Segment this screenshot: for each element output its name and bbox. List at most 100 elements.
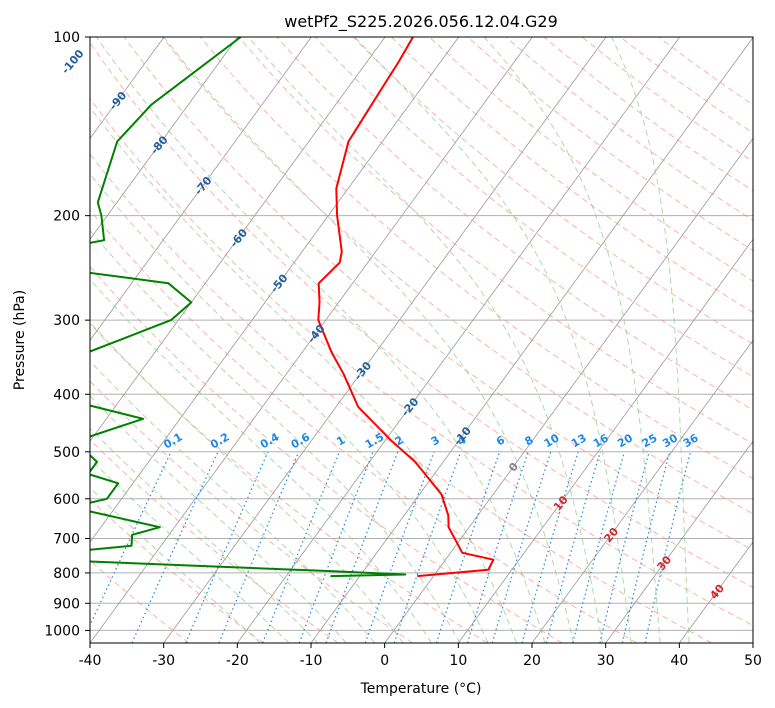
dry-adiabat-line <box>238 37 753 445</box>
dry-adiabat-line <box>90 438 339 643</box>
moist-adiabat-line <box>247 37 603 643</box>
x-tick-label: 50 <box>744 653 762 669</box>
moist-adiabat-line <box>90 278 432 643</box>
isotherm-label: 10 <box>551 493 571 513</box>
moist-adiabat-line <box>95 37 546 643</box>
x-tick-label: 20 <box>523 653 541 669</box>
x-tick-label: 40 <box>670 653 688 669</box>
mixing-ratio-line <box>491 451 552 643</box>
isotherm-line <box>458 238 753 643</box>
mixing-ratio-label: 8 <box>522 433 535 448</box>
mixing-ratio-line <box>131 451 219 643</box>
mixing-ratio-label: 16 <box>591 431 611 450</box>
dry-adiabat-line <box>314 37 753 378</box>
dry-adiabat-line <box>276 37 753 411</box>
mixing-ratio-line <box>572 451 626 643</box>
y-tick-label: 700 <box>53 532 80 548</box>
dry-adiabat-line <box>161 37 753 515</box>
moist-adiabat-line <box>483 37 661 643</box>
tick-layer: -40 -30 -20 -10 0 10 20 30 40 5010020030040050060… <box>44 30 762 669</box>
isotherm-line <box>90 37 239 241</box>
moist-adiabat-line <box>163 37 575 643</box>
dry-adiabat-line <box>90 559 190 643</box>
x-tick-label: 0 <box>380 653 389 669</box>
mixing-ratio-line <box>521 451 579 643</box>
isotherm-label: 0 <box>506 460 521 474</box>
dry-adiabat-line <box>90 498 264 643</box>
dry-adiabat-line <box>505 37 753 221</box>
isotherm-label: 40 <box>707 582 727 602</box>
mixing-ratio-line <box>185 451 269 643</box>
series-layer <box>90 37 495 578</box>
y-axis-label: Pressure (hPa) <box>12 290 28 390</box>
mixing-ratio-label: 0.6 <box>289 430 313 451</box>
mixing-ratio-label: 6 <box>494 433 507 448</box>
moist-adiabat-line <box>90 487 261 643</box>
isotherm-line <box>237 37 681 643</box>
dry-adiabat-line <box>90 265 563 643</box>
mixing-ratio-label: 0.1 <box>161 430 184 451</box>
isotherm-line <box>752 642 753 643</box>
y-tick-label: 400 <box>53 387 80 403</box>
y-tick-label: 300 <box>53 313 80 329</box>
dry-adiabat-line <box>619 37 753 134</box>
moist-adiabat-line <box>354 37 632 643</box>
mixing-ratio-line <box>262 451 340 643</box>
x-tick-label: -40 <box>79 653 102 669</box>
y-tick-label: 200 <box>53 209 80 225</box>
x-tick-label: 10 <box>449 653 467 669</box>
mixing-ratio-label: 2 <box>393 433 406 448</box>
dry-adiabat-line <box>90 322 488 643</box>
moist-adiabat-line <box>90 173 489 643</box>
temperature-line <box>317 37 495 578</box>
mixing-ratio-line <box>599 451 650 643</box>
dry-adiabat-line <box>352 37 753 345</box>
mixing-ratio-label: 1.5 <box>363 430 386 451</box>
moist-adiabat-line <box>90 229 461 643</box>
mixing-ratio-label: 1 <box>334 433 347 448</box>
moist-adiabat-line <box>90 321 404 643</box>
dry-adiabat-line <box>90 209 638 643</box>
isotherm-label: -100 <box>59 47 87 77</box>
plot-frame <box>89 36 754 644</box>
mixing-ratio-label: 36 <box>681 431 701 450</box>
mixing-ratio-label: 0.4 <box>258 430 282 451</box>
dry-adiabat-line <box>90 41 753 588</box>
mixing-ratio-label: 30 <box>660 431 680 450</box>
dry-adiabat-line <box>429 37 753 282</box>
y-tick-label: 100 <box>53 30 80 46</box>
isotherm-line <box>90 37 386 442</box>
isotherm-label: -10 <box>451 424 474 448</box>
mixing-ratio-line <box>90 451 172 627</box>
dry-adiabat-line <box>90 380 414 643</box>
mixing-ratio-label: 0.2 <box>208 430 231 451</box>
isotherm-label: -50 <box>268 272 291 296</box>
isotherm-label: -80 <box>148 133 171 157</box>
moist-adiabat-line <box>611 37 690 643</box>
isotherm-line <box>605 440 753 643</box>
isotherm-label: -90 <box>107 89 130 113</box>
x-axis-label: Temperature (°C) <box>360 681 482 697</box>
chart-title: wetPf2_S225.2026.056.12.04.G29 <box>284 12 558 32</box>
mixing-ratio-label: 25 <box>640 431 660 450</box>
mixing-ratio-label: 13 <box>569 431 589 450</box>
x-tick-label: -10 <box>300 653 323 669</box>
dry-adiabat-line <box>90 153 712 643</box>
moist-adiabat-line <box>90 458 290 643</box>
mixing-ratio-line <box>298 451 374 643</box>
isotherm-line <box>531 339 753 643</box>
dry-adiabat-line <box>467 37 753 252</box>
isotherm-line <box>163 37 607 643</box>
background-lines <box>90 37 753 643</box>
y-tick-label: 900 <box>53 596 80 612</box>
isotherm-label: -60 <box>227 226 250 250</box>
isotherm-line <box>90 37 460 543</box>
dry-adiabat-line <box>390 37 753 313</box>
isotherm-label: 30 <box>654 553 674 573</box>
dewpoint-line <box>90 37 407 578</box>
y-tick-label: 1000 <box>44 623 80 639</box>
mixing-ratio-label: 3 <box>429 433 442 448</box>
moist-adiabat-line <box>90 360 376 643</box>
isotherm-line <box>679 541 753 643</box>
